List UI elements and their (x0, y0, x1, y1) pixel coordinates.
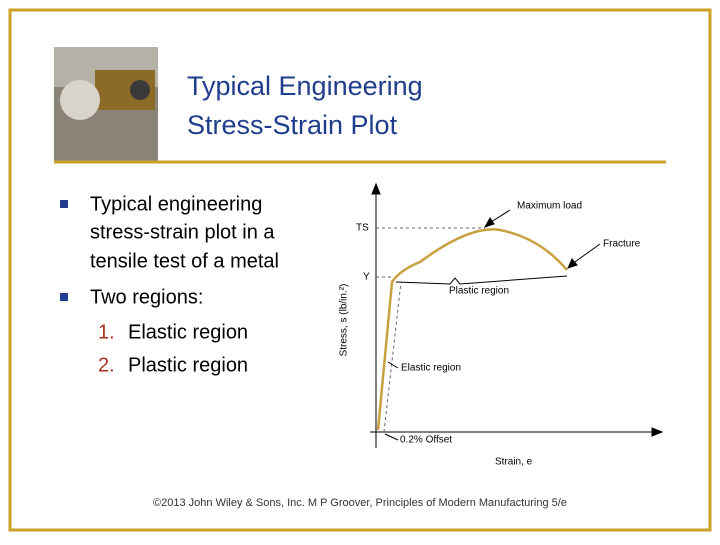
annotation: Fracture (603, 239, 641, 250)
list-text: Elastic region (128, 321, 248, 343)
header-photo (54, 47, 158, 161)
bullet-text: Two regions: (90, 286, 203, 308)
annotation: Plastic region (449, 286, 509, 297)
y-axis-label: Stress, s (lb/in.²) (339, 284, 350, 357)
footer: ©2013 John Wiley & Sons, Inc. M P Groove… (153, 497, 567, 509)
list-number: 1. (98, 321, 115, 343)
list-number: 2. (98, 354, 115, 376)
bullet-marker (60, 293, 68, 301)
bullet-marker (60, 200, 68, 208)
annotation: Maximum load (517, 201, 582, 212)
annotation: Elastic region (401, 363, 461, 374)
stress-strain-figure (370, 182, 664, 448)
bullet-text: Typical engineering (90, 193, 262, 215)
x-axis-label: Strain, e (495, 457, 533, 468)
title: Stress-Strain Plot (187, 110, 398, 140)
bullet-text: tensile test of a metal (90, 250, 279, 272)
annotation: 0.2% Offset (400, 435, 452, 446)
bullet-text: stress‑strain plot in a (90, 221, 275, 243)
ts-label: TS (356, 223, 369, 234)
list-text: Plastic region (128, 354, 248, 376)
yield-label: Y (363, 272, 370, 283)
title: Typical Engineering (187, 71, 423, 101)
